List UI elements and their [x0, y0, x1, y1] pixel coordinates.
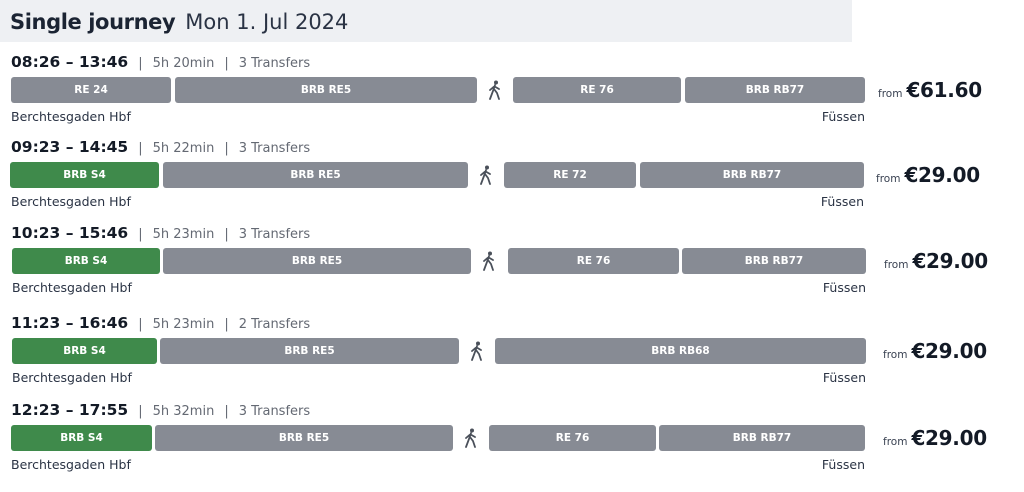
price-block[interactable]: from €29.00: [884, 249, 988, 273]
destination-station: Füssen: [820, 194, 864, 209]
journey-duration: 5h 20min: [152, 56, 215, 71]
journey-transfers: 2 Transfers: [238, 317, 311, 332]
journey-times: 10:23 – 15:46: [11, 224, 129, 242]
journey-summary: 08:26 – 13:46 | 5h 20min | 3 Transfers: [11, 53, 310, 71]
leg-segment[interactable]: BRB RB68: [495, 338, 866, 364]
journey-summary: 10:23 – 15:46 | 5h 23min | 3 Transfers: [11, 224, 310, 242]
price-from-label: from: [878, 88, 903, 100]
leg-segment[interactable]: RE 72: [504, 162, 636, 188]
separator: |: [138, 141, 143, 156]
journey-summary: 09:23 – 14:45 | 5h 22min | 3 Transfers: [11, 138, 310, 156]
leg-segment[interactable]: RE 24: [11, 77, 171, 103]
leg-segment[interactable]: RE 76: [508, 248, 679, 274]
walk-icon: [463, 428, 479, 448]
separator: |: [224, 317, 229, 332]
journey-duration: 5h 23min: [152, 317, 215, 332]
journey-times: 12:23 – 17:55: [11, 401, 129, 419]
origin-station: Berchtesgaden Hbf: [12, 370, 132, 385]
destination-station: Füssen: [821, 457, 865, 472]
origin-station: Berchtesgaden Hbf: [11, 457, 131, 472]
page-title: Single journey: [10, 10, 176, 34]
journey-duration: 5h 22min: [152, 141, 215, 156]
price-block[interactable]: from €29.00: [876, 163, 980, 187]
price-block[interactable]: from €29.00: [883, 339, 987, 363]
price-amount: €61.60: [906, 78, 982, 102]
separator: |: [138, 317, 143, 332]
journey-row[interactable]: 08:26 – 13:46 | 5h 20min | 3 Transfers R…: [0, 53, 1024, 139]
origin-station: Berchtesgaden Hbf: [12, 280, 132, 295]
journey-summary: 12:23 – 17:55 | 5h 32min | 3 Transfers: [11, 401, 310, 419]
leg-segment[interactable]: BRB S4: [12, 248, 160, 274]
journey-times: 08:26 – 13:46: [11, 53, 129, 71]
separator: |: [224, 404, 229, 419]
destination-station: Füssen: [821, 109, 865, 124]
journey-row[interactable]: 09:23 – 14:45 | 5h 22min | 3 Transfers B…: [0, 138, 1024, 224]
journey-duration: 5h 23min: [152, 227, 215, 242]
price-block[interactable]: from €29.00: [883, 426, 987, 450]
journey-date[interactable]: Mon 1. Jul 2024: [185, 10, 349, 34]
leg-segment[interactable]: BRB RE5: [175, 77, 477, 103]
origin-station: Berchtesgaden Hbf: [11, 109, 131, 124]
journey-transfers: 3 Transfers: [238, 227, 311, 242]
page-header: Single journey Mon 1. Jul 2024: [0, 0, 852, 42]
price-from-label: from: [883, 436, 908, 448]
separator: |: [224, 141, 229, 156]
price-amount: €29.00: [911, 426, 987, 450]
journey-row[interactable]: 11:23 – 16:46 | 5h 23min | 2 Transfers B…: [0, 314, 1024, 400]
price-from-label: from: [883, 349, 908, 361]
price-amount: €29.00: [911, 339, 987, 363]
leg-segment[interactable]: BRB RB77: [659, 425, 865, 451]
journey-duration: 5h 32min: [152, 404, 215, 419]
journey-row[interactable]: 12:23 – 17:55 | 5h 32min | 3 Transfers B…: [0, 401, 1024, 487]
separator: |: [138, 404, 143, 419]
destination-station: Füssen: [822, 370, 866, 385]
leg-segment[interactable]: BRB RE5: [163, 248, 471, 274]
price-amount: €29.00: [904, 163, 980, 187]
walk-icon: [487, 80, 503, 100]
journey-times: 09:23 – 14:45: [11, 138, 129, 156]
separator: |: [138, 56, 143, 71]
leg-segment[interactable]: BRB S4: [12, 338, 157, 364]
leg-segment[interactable]: BRB RB77: [682, 248, 866, 274]
price-block[interactable]: from €61.60: [878, 78, 982, 102]
leg-segment[interactable]: BRB RB77: [685, 77, 865, 103]
origin-station: Berchtesgaden Hbf: [11, 194, 131, 209]
journey-times: 11:23 – 16:46: [11, 314, 129, 332]
journey-summary: 11:23 – 16:46 | 5h 23min | 2 Transfers: [11, 314, 310, 332]
separator: |: [224, 56, 229, 71]
price-from-label: from: [876, 173, 901, 185]
separator: |: [224, 227, 229, 242]
journey-transfers: 3 Transfers: [238, 141, 311, 156]
journey-transfers: 3 Transfers: [238, 56, 311, 71]
journey-transfers: 3 Transfers: [238, 404, 311, 419]
leg-segment[interactable]: RE 76: [489, 425, 656, 451]
leg-segment[interactable]: RE 76: [513, 77, 681, 103]
leg-segment[interactable]: BRB RE5: [160, 338, 459, 364]
leg-segment[interactable]: BRB RE5: [163, 162, 468, 188]
journey-row[interactable]: 10:23 – 15:46 | 5h 23min | 3 Transfers B…: [0, 224, 1024, 310]
leg-segment[interactable]: BRB RE5: [155, 425, 453, 451]
leg-segment[interactable]: BRB S4: [11, 425, 152, 451]
leg-segment[interactable]: BRB RB77: [640, 162, 864, 188]
destination-station: Füssen: [822, 280, 866, 295]
separator: |: [138, 227, 143, 242]
leg-segment[interactable]: BRB S4: [10, 162, 159, 188]
walk-icon: [469, 341, 485, 361]
walk-icon: [478, 165, 494, 185]
price-from-label: from: [884, 259, 909, 271]
walk-icon: [481, 251, 497, 271]
price-amount: €29.00: [912, 249, 988, 273]
